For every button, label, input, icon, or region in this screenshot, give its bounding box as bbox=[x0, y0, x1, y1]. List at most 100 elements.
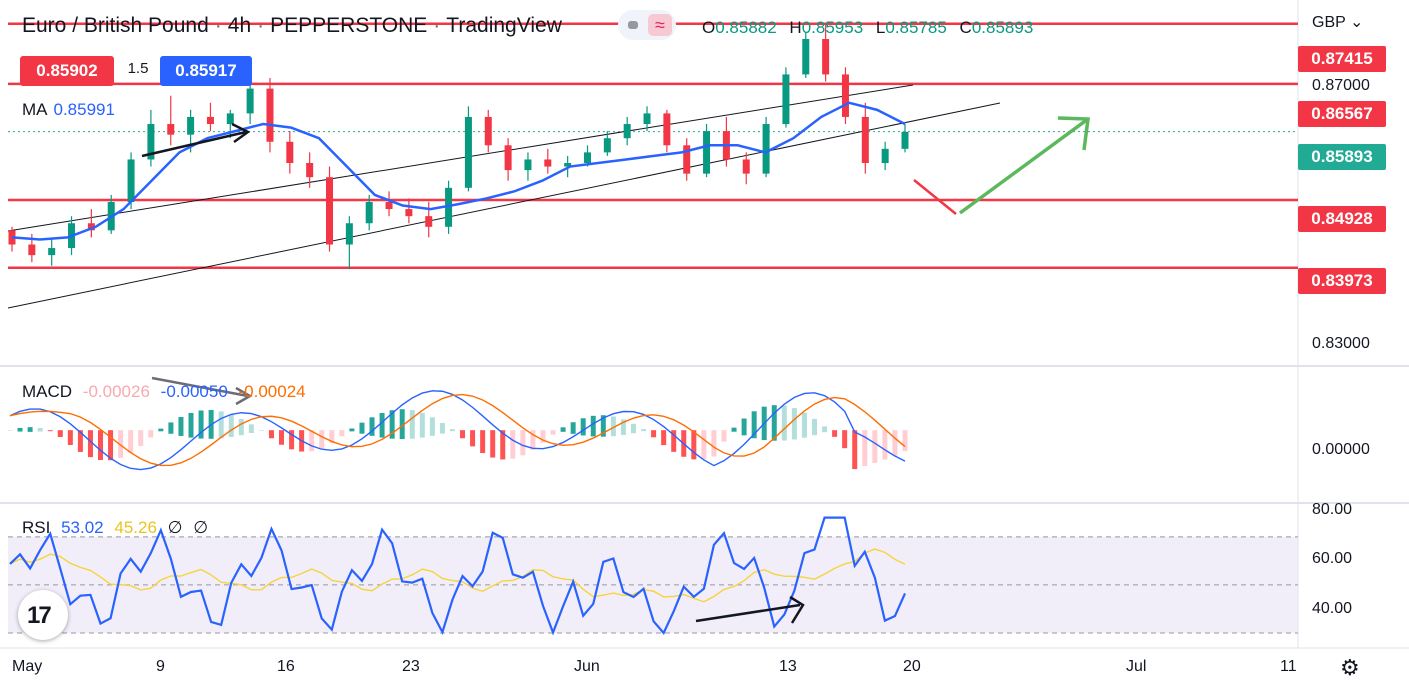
rsi-axis-tick: 40.00 bbox=[1312, 600, 1353, 617]
macd-histogram-bar bbox=[118, 430, 124, 458]
macd-histogram-bar bbox=[500, 430, 506, 460]
macd-line-value: -0.00050 bbox=[160, 382, 228, 401]
currency-selector[interactable]: GBP ⌄ bbox=[1312, 14, 1364, 31]
candle-body bbox=[345, 223, 353, 245]
level-label: 0.86567 bbox=[1298, 101, 1386, 127]
rsi-ma-value: 45.26 bbox=[114, 518, 157, 537]
macd-histogram-bar bbox=[811, 418, 817, 436]
divergence-arrow bbox=[141, 130, 247, 158]
macd-histogram-bar bbox=[17, 427, 23, 432]
channel-upper-line bbox=[7, 84, 914, 232]
candle-body bbox=[87, 223, 95, 231]
macd-histogram-bar bbox=[590, 415, 596, 437]
rsi-axis-tick: 80.00 bbox=[1312, 501, 1353, 518]
macd-signal-value: -0.00024 bbox=[238, 382, 306, 401]
candle-body bbox=[464, 116, 472, 188]
macd-histogram-bar bbox=[77, 430, 83, 452]
candle-body bbox=[48, 248, 56, 256]
macd-histogram-bar bbox=[791, 408, 797, 440]
macd-histogram-bar bbox=[490, 430, 496, 458]
level-label: 0.87415 bbox=[1298, 46, 1386, 72]
macd-histogram-bar bbox=[369, 417, 375, 436]
candle-body bbox=[643, 113, 651, 125]
gear-icon[interactable]: ⚙ bbox=[1340, 655, 1360, 680]
macd-histogram-bar bbox=[630, 423, 636, 434]
macd-histogram-bar bbox=[751, 411, 757, 439]
rsi-divergence-arrow bbox=[695, 603, 801, 623]
macd-histogram-bar bbox=[882, 430, 888, 460]
macd-histogram-bar bbox=[289, 430, 295, 450]
candle-body bbox=[762, 124, 770, 174]
macd-histogram-bar bbox=[842, 430, 848, 449]
candle-body bbox=[365, 201, 373, 224]
macd-histogram-bar bbox=[671, 430, 677, 452]
macd-histogram-bar bbox=[721, 430, 727, 442]
macd-histogram-bar bbox=[148, 430, 154, 438]
chevron-down-icon: ⌄ bbox=[1349, 14, 1364, 31]
macd-histogram-bar bbox=[47, 430, 53, 432]
candle-body bbox=[167, 124, 175, 135]
rsi-axis-tick: 60.00 bbox=[1312, 550, 1353, 567]
candle-body bbox=[782, 74, 790, 125]
candle-body bbox=[306, 163, 314, 178]
rsi-legend[interactable]: RSI 53.02 45.26 ∅ ∅ bbox=[22, 518, 208, 537]
macd-histogram-bar bbox=[661, 430, 667, 446]
rsi-line bbox=[9, 516, 907, 636]
rsi-ma-line bbox=[9, 548, 906, 603]
macd-histogram-bar bbox=[258, 430, 264, 431]
close-value: 0.85893 bbox=[971, 18, 1034, 37]
macd-histogram-bar bbox=[138, 430, 144, 446]
macd-divergence-arrow bbox=[151, 376, 249, 398]
macd-histogram-bar bbox=[460, 430, 466, 439]
time-tick: May bbox=[12, 658, 43, 675]
macd-histogram-bar bbox=[470, 430, 476, 447]
sell-button[interactable]: 0.85902 bbox=[20, 56, 114, 86]
macd-histogram-bar bbox=[872, 430, 878, 463]
macd-histogram-bar bbox=[771, 405, 777, 441]
macd-histogram-bar bbox=[731, 427, 737, 432]
candle-body bbox=[28, 244, 36, 256]
macd-histogram-bar bbox=[701, 430, 707, 460]
candle-body bbox=[147, 124, 155, 160]
candle-body bbox=[583, 152, 591, 164]
macd-histogram-bar bbox=[198, 410, 204, 439]
candle-body bbox=[881, 148, 889, 164]
ma-legend[interactable]: MA 0.85991 bbox=[22, 100, 115, 119]
high-value: 0.85953 bbox=[801, 18, 864, 37]
macd-histogram-bar bbox=[188, 412, 194, 438]
candle-body bbox=[504, 145, 512, 171]
macd-hist-value: -0.00026 bbox=[82, 382, 150, 401]
macd-histogram-bar bbox=[540, 430, 546, 443]
buy-button[interactable]: 0.85917 bbox=[160, 56, 252, 86]
macd-histogram-bar bbox=[389, 410, 395, 439]
candle-body bbox=[802, 38, 810, 75]
macd-histogram-bar bbox=[7, 430, 13, 431]
candle-body bbox=[603, 138, 611, 153]
market-status-pill[interactable]: ≈ bbox=[618, 10, 676, 40]
macd-axis-tick: 0.00000 bbox=[1312, 441, 1370, 458]
time-tick: 9 bbox=[156, 658, 165, 675]
candle-body bbox=[405, 209, 413, 217]
candle-body bbox=[742, 159, 750, 174]
candle-body bbox=[226, 113, 234, 125]
macd-divergence-arrow-head bbox=[235, 386, 253, 406]
time-tick: 11 bbox=[1280, 658, 1297, 675]
macd-histogram-bar bbox=[520, 430, 526, 456]
tradingview-logo-icon[interactable]: 17 bbox=[18, 590, 68, 640]
price-tick: 0.83000 bbox=[1312, 335, 1370, 352]
symbol-title[interactable]: Euro / British Pound · 4h · PEPPERSTONE · Trad… bbox=[22, 14, 562, 37]
time-tick: Jun bbox=[574, 658, 600, 675]
candle-body bbox=[187, 116, 195, 135]
time-tick: 16 bbox=[277, 658, 295, 675]
macd-histogram-bar bbox=[570, 422, 576, 434]
macd-histogram-bar bbox=[580, 418, 586, 436]
macd-histogram-bar bbox=[128, 430, 134, 453]
macd-legend[interactable]: MACD -0.00026 -0.00050 -0.00024 bbox=[22, 382, 306, 401]
low-value: 0.85785 bbox=[885, 18, 947, 37]
projection-down-line bbox=[913, 179, 957, 215]
candle-body bbox=[246, 88, 254, 114]
candle-body bbox=[663, 113, 671, 146]
macd-histogram-bar bbox=[178, 417, 184, 436]
macd-histogram-bar bbox=[37, 427, 43, 432]
